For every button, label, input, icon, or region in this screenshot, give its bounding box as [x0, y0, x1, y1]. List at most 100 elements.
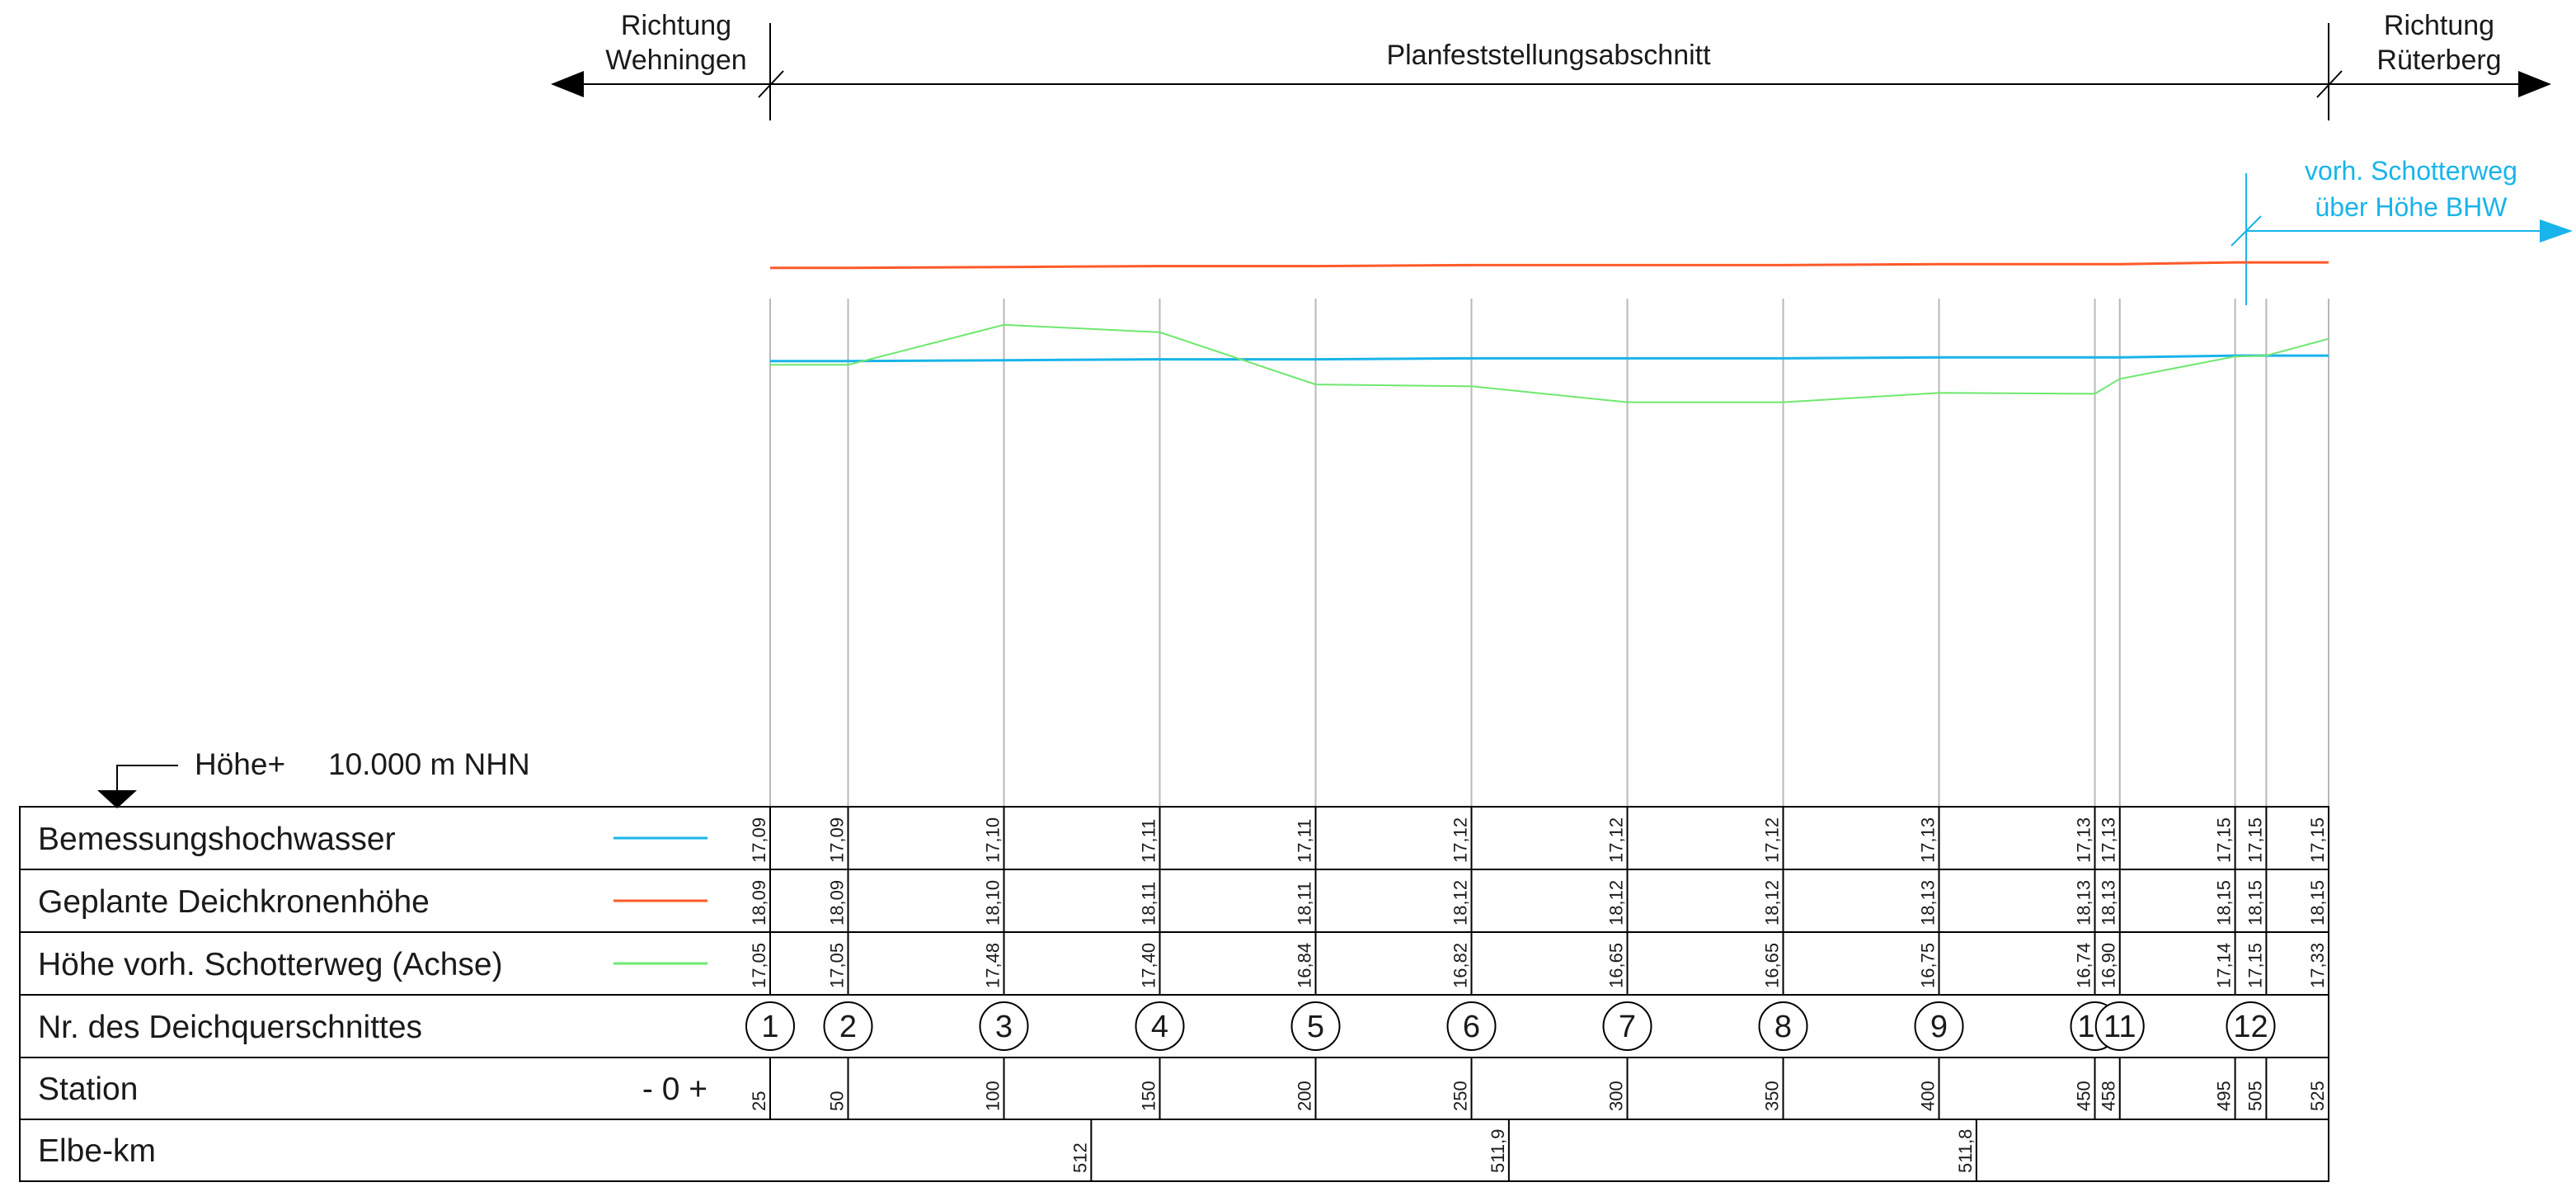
- value-schotterweg: 16,74: [2074, 943, 2094, 988]
- value-schotterweg: 16,84: [1295, 943, 1315, 988]
- value-deichkronenhoehe: 18,11: [1139, 882, 1159, 926]
- value-bemessungshochwasser: 17,12: [1450, 817, 1471, 863]
- table-row-dividers: [20, 869, 2329, 1120]
- cross-section-circle: [1914, 1001, 1964, 1051]
- elbe-km-label: 511,9: [1488, 1129, 1508, 1173]
- value-bemessungshochwasser: 17,13: [2099, 817, 2119, 863]
- cross-section-number: 3: [995, 1010, 1013, 1044]
- value-deichkronenhoehe: 18,13: [1918, 880, 1939, 926]
- cross-section-circle: [745, 1001, 795, 1051]
- cross-section-number: 8: [1775, 1010, 1792, 1044]
- row-label-station: Station: [38, 1072, 138, 1107]
- value-schotterweg: 16,75: [1918, 943, 1939, 988]
- value-schotterweg: 16,65: [1762, 943, 1783, 988]
- cross-section-circle: [979, 1001, 1029, 1051]
- value-deichkronenhoehe: 18,11: [1295, 882, 1315, 926]
- row-label-schotterweg: Höhe vorh. Schotterweg (Achse): [38, 947, 503, 982]
- elbe-km-labels: 512 511,9 511,8: [1069, 1129, 1976, 1173]
- cross-section-circle: [1290, 1001, 1341, 1051]
- value-deichkronenhoehe: 18,10: [983, 880, 1004, 926]
- row-label-bemessungshochwasser: Bemessungshochwasser: [38, 822, 396, 857]
- right-arrow-icon: [2518, 71, 2551, 97]
- datum-value: 10.000 m NHN: [328, 747, 530, 781]
- series-line-deichkronenhoehe: [770, 261, 2329, 270]
- value-bemessungshochwasser: 17,10: [983, 817, 1004, 863]
- left-direction-line1: Richtung: [621, 10, 731, 41]
- cross-section-number: 9: [1930, 1010, 1948, 1044]
- row-label-deichkronenhoehe: Geplante Deichkronenhöhe: [38, 884, 430, 920]
- value-bemessungshochwasser: 17,13: [2074, 817, 2094, 863]
- cross-section-circle: [1135, 1001, 1185, 1051]
- value-bemessungshochwasser: 17,15: [2214, 817, 2235, 863]
- station-zero-marker: - 0 +: [642, 1072, 707, 1107]
- elbe-km-label: 511,8: [1955, 1129, 1976, 1173]
- annotation-slash: [2230, 215, 2262, 247]
- cross-section-circle: [2226, 1001, 2276, 1051]
- datum-leader: [116, 765, 178, 790]
- cross-section-number: 4: [1151, 1010, 1168, 1044]
- cross-section-circle: [1602, 1001, 1652, 1051]
- right-direction-line2: Rüterberg: [2376, 45, 2501, 76]
- value-deichkronenhoehe: 18,13: [2074, 880, 2094, 926]
- value-labels: 17,09 17,09 17,10 17,11 17,11 17,12 17,12 17,12…: [749, 817, 2328, 988]
- datum-triangle-icon: [97, 790, 137, 808]
- station-label: 450: [2074, 1081, 2094, 1111]
- value-bemessungshochwasser: 17,12: [1606, 817, 1627, 863]
- profile-plot: [769, 261, 2329, 807]
- series-line-bemessungshochwasser: [770, 354, 2329, 363]
- annotation: vorh. Schotterweg über Höhe BHW: [2230, 156, 2573, 305]
- value-deichkronenhoehe: 18,15: [2214, 880, 2235, 926]
- value-schotterweg: 17,33: [2307, 943, 2328, 988]
- row-label-querschnitt: Nr. des Deichquerschnittes: [38, 1010, 422, 1045]
- station-label: 495: [2214, 1081, 2235, 1111]
- station-label: 150: [1139, 1081, 1159, 1111]
- cross-section-number: 7: [1619, 1010, 1636, 1044]
- value-schotterweg: 16,82: [1450, 943, 1471, 988]
- value-schotterweg: 17,05: [749, 943, 769, 988]
- value-bemessungshochwasser: 17,11: [1139, 819, 1159, 863]
- value-schotterweg: 17,05: [827, 943, 848, 988]
- section-title: Planfeststellungsabschnitt: [1386, 40, 1711, 71]
- elbe-km-label: 512: [1069, 1142, 1090, 1173]
- value-deichkronenhoehe: 18,09: [749, 880, 769, 926]
- station-label: 350: [1762, 1081, 1783, 1111]
- station-label: 400: [1918, 1081, 1939, 1111]
- value-schotterweg: 17,40: [1139, 943, 1159, 988]
- station-label: 50: [827, 1091, 848, 1111]
- value-bemessungshochwasser: 17,12: [1762, 817, 1783, 863]
- value-bemessungshochwasser: 17,15: [2245, 817, 2265, 863]
- row-label-elbe-km: Elbe-km: [38, 1133, 156, 1169]
- station-gridlines: [769, 299, 2329, 807]
- value-schotterweg: 17,14: [2214, 943, 2235, 988]
- value-deichkronenhoehe: 18,12: [1762, 880, 1783, 926]
- station-label: 25: [749, 1091, 769, 1111]
- value-deichkronenhoehe: 18,15: [2307, 880, 2328, 926]
- right-direction-line1: Richtung: [2384, 10, 2494, 41]
- value-bemessungshochwasser: 17,13: [1918, 817, 1939, 863]
- value-bemessungshochwasser: 17,09: [749, 817, 769, 863]
- value-bemessungshochwasser: 17,11: [1295, 819, 1315, 863]
- cross-section-number: 6: [1463, 1010, 1480, 1044]
- station-label: 300: [1606, 1081, 1627, 1111]
- cross-section-circle: [823, 1001, 873, 1051]
- datum-label: Höhe+: [195, 747, 285, 781]
- left-direction-line2: Wehningen: [605, 45, 746, 76]
- value-deichkronenhoehe: 18,09: [827, 880, 848, 926]
- annotation-line2: über Höhe BHW: [2315, 192, 2508, 222]
- value-bemessungshochwasser: 17,15: [2307, 817, 2328, 863]
- value-schotterweg: 17,48: [983, 943, 1004, 988]
- cross-section-number: 12: [2233, 1010, 2268, 1044]
- station-label: 505: [2245, 1081, 2265, 1111]
- value-schotterweg: 17,15: [2245, 943, 2265, 988]
- station-label: 458: [2099, 1081, 2119, 1111]
- value-deichkronenhoehe: 18,13: [2099, 880, 2119, 926]
- station-label: 250: [1450, 1081, 1471, 1111]
- station-label: 525: [2307, 1081, 2328, 1111]
- section-end-slash: [2316, 70, 2343, 98]
- cross-section-circle: [1758, 1001, 1808, 1051]
- header: Richtung Wehningen Planfeststellungsabsc…: [551, 10, 2551, 120]
- annotation-arrow-icon: [2540, 219, 2573, 243]
- table-column-dividers: [769, 807, 2329, 1181]
- cross-section-number: 2: [839, 1010, 857, 1044]
